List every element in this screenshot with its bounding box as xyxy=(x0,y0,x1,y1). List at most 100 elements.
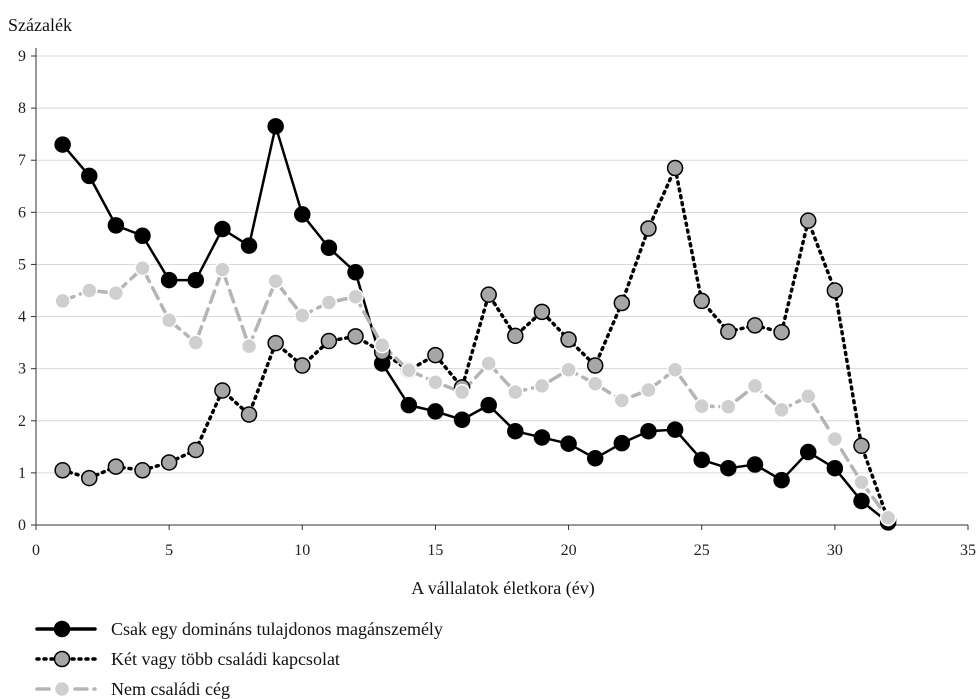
data-point xyxy=(507,383,524,401)
data-point xyxy=(560,435,577,452)
legend-marker xyxy=(53,620,71,638)
data-point xyxy=(160,271,178,289)
x-tick-label: 0 xyxy=(32,542,40,559)
data-point xyxy=(826,282,844,299)
data-point xyxy=(214,220,231,238)
data-point xyxy=(586,375,604,393)
gridlines xyxy=(36,55,968,474)
x-tick-label: 10 xyxy=(294,542,310,559)
data-point xyxy=(107,284,125,302)
data-point xyxy=(294,307,311,324)
y-tick-label: 3 xyxy=(18,361,26,378)
data-point xyxy=(480,396,497,414)
data-point xyxy=(640,220,657,237)
data-point xyxy=(294,357,311,374)
data-point xyxy=(853,492,870,510)
data-point xyxy=(214,261,231,278)
data-point xyxy=(586,450,604,467)
data-point xyxy=(320,332,338,350)
data-point xyxy=(693,451,710,469)
data-point xyxy=(187,441,205,459)
data-point xyxy=(799,212,817,229)
data-point xyxy=(54,292,71,310)
axes: 0 1 2 3 4 5 6 7 8 9 0 5 10 15 20 25 30 35 xyxy=(18,48,976,559)
y-axis-title: Százalék xyxy=(8,15,72,35)
data-point xyxy=(533,303,551,321)
data-point xyxy=(267,334,284,352)
x-tick-label: 25 xyxy=(694,542,710,559)
data-point xyxy=(427,403,444,420)
data-point xyxy=(666,159,684,177)
data-point xyxy=(799,443,817,461)
data-point xyxy=(746,456,764,473)
data-point xyxy=(720,459,737,477)
data-point xyxy=(187,334,205,351)
data-point xyxy=(320,239,338,257)
data-point xyxy=(81,469,98,487)
data-point xyxy=(693,292,710,310)
data-point xyxy=(613,294,631,312)
data-point xyxy=(427,346,444,364)
legend-marker xyxy=(53,650,71,668)
data-point xyxy=(453,411,471,428)
data-point xyxy=(533,429,551,446)
data-point xyxy=(134,259,151,277)
data-point xyxy=(773,401,790,419)
data-point xyxy=(54,462,71,479)
series-group xyxy=(54,118,897,531)
data-point xyxy=(267,118,284,135)
data-point xyxy=(160,311,178,329)
data-point xyxy=(773,471,790,489)
data-point xyxy=(480,286,497,303)
series-line xyxy=(61,125,890,524)
data-point xyxy=(107,217,125,234)
data-point xyxy=(81,282,98,299)
data-point xyxy=(240,406,258,423)
data-point xyxy=(613,434,631,452)
series-line xyxy=(60,266,890,520)
data-point xyxy=(480,355,497,372)
data-point xyxy=(507,327,524,345)
x-tick-label: 20 xyxy=(561,542,577,559)
y-tick-label: 2 xyxy=(18,413,26,430)
data-point xyxy=(347,328,364,345)
data-point xyxy=(613,392,631,409)
data-point xyxy=(773,323,790,341)
y-tick-label: 9 xyxy=(18,48,26,65)
data-point xyxy=(347,288,364,306)
x-tick-label: 5 xyxy=(165,542,173,559)
data-point xyxy=(134,462,151,479)
data-point xyxy=(826,459,844,477)
data-point xyxy=(187,271,205,289)
legend-label: Nem családi cég xyxy=(111,679,230,699)
y-tick-label: 1 xyxy=(18,465,26,482)
data-point xyxy=(134,227,151,245)
data-point xyxy=(320,294,338,311)
data-point xyxy=(240,338,258,355)
data-point xyxy=(853,474,870,491)
x-axis-title: A vállalatok életkora (év) xyxy=(411,578,594,599)
data-point xyxy=(693,397,710,415)
data-point xyxy=(720,323,737,340)
series-line xyxy=(60,166,890,522)
data-point xyxy=(373,336,391,354)
data-point xyxy=(560,361,577,378)
data-point xyxy=(107,458,125,475)
legend: Csak egy domináns tulajdonos magánszemél… xyxy=(35,619,443,699)
x-tick-label: 35 xyxy=(960,542,976,559)
data-point xyxy=(81,167,98,185)
data-point xyxy=(746,317,764,334)
data-point xyxy=(879,509,897,526)
data-point xyxy=(507,422,524,440)
data-point xyxy=(347,264,364,281)
legend-label: Csak egy domináns tulajdonos magánszemél… xyxy=(111,619,443,639)
data-point xyxy=(586,357,604,374)
y-tick-label: 0 xyxy=(18,517,26,534)
y-tick-label: 6 xyxy=(18,204,26,221)
data-point xyxy=(746,377,764,395)
data-point xyxy=(826,430,844,448)
data-point xyxy=(214,382,231,399)
y-tick-label: 4 xyxy=(18,309,26,326)
data-point xyxy=(294,206,311,223)
